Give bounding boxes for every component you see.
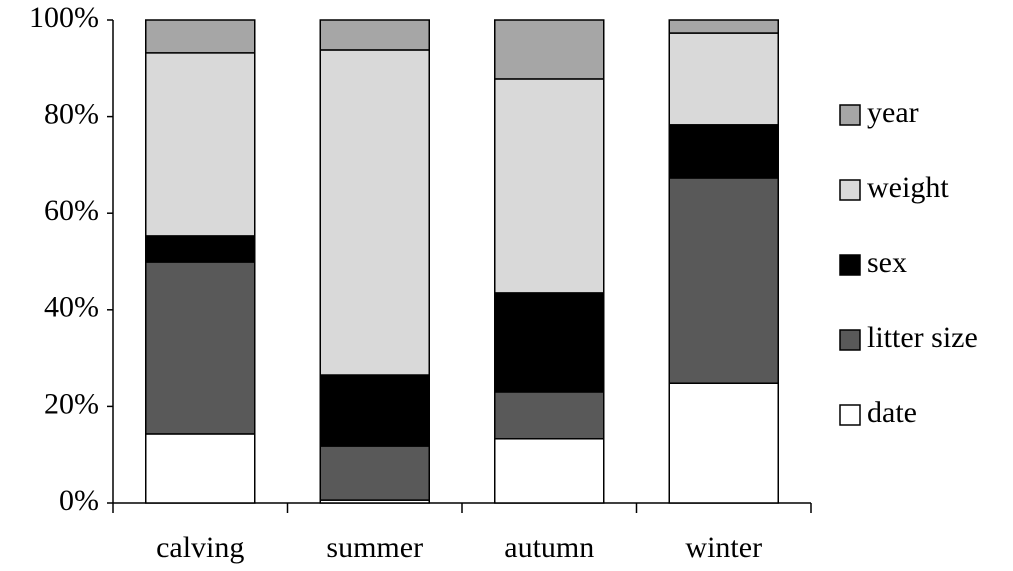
x-tick-label: calving	[156, 531, 244, 564]
bar-segment	[494, 19, 605, 80]
legend-swatch	[839, 329, 861, 351]
y-tick-label: 40%	[44, 291, 99, 324]
legend-label: year	[867, 96, 919, 129]
bar-segment	[668, 124, 779, 179]
bar-segment	[668, 32, 779, 126]
x-tick-label: winter	[685, 531, 762, 564]
bar-segment	[145, 235, 256, 263]
legend-swatch	[839, 254, 861, 276]
y-tick-label: 60%	[44, 194, 99, 227]
bar-segment	[319, 374, 430, 447]
bar-segment	[668, 19, 779, 34]
legend-label: litter size	[867, 321, 978, 354]
x-tick-label: autumn	[504, 531, 594, 564]
bar-segment	[494, 438, 605, 504]
bar-segment	[319, 49, 430, 376]
bar-segment	[145, 19, 256, 54]
bar-segment	[668, 382, 779, 504]
bar-segment	[319, 19, 430, 51]
bar-segment	[668, 177, 779, 384]
legend-label: weight	[867, 171, 949, 204]
bar-segment	[319, 445, 430, 501]
y-tick-label: 0%	[59, 484, 99, 517]
bar-segment	[494, 78, 605, 294]
legend-label: sex	[867, 246, 907, 279]
bar-segment	[145, 52, 256, 237]
y-tick-label: 100%	[29, 1, 99, 34]
y-tick-label: 80%	[44, 97, 99, 130]
bar-segment	[494, 292, 605, 393]
legend-swatch	[839, 404, 861, 426]
bar-segment	[145, 261, 256, 435]
bar-segment	[494, 391, 605, 440]
y-tick-label: 20%	[44, 387, 99, 420]
bar-segment	[145, 433, 256, 504]
legend-label: date	[867, 396, 917, 429]
x-tick-label: summer	[326, 531, 423, 564]
legend-swatch	[839, 179, 861, 201]
legend-swatch	[839, 104, 861, 126]
